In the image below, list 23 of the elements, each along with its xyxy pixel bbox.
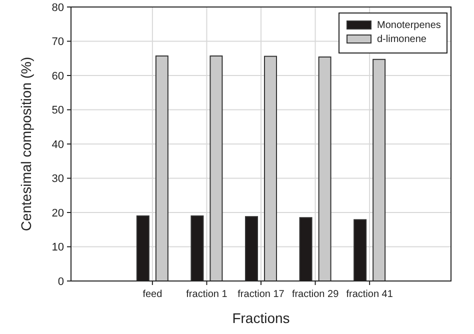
x-tick-label: fraction 41 <box>346 289 394 300</box>
bar <box>318 56 332 282</box>
y-tick-label: 40 <box>52 138 64 151</box>
y-tick-label: 10 <box>52 242 64 254</box>
y-tick-label: 80 <box>52 2 64 14</box>
y-tick-label: 0 <box>58 276 64 288</box>
x-axis-title: Fractions <box>232 310 290 326</box>
y-tick-label: 50 <box>52 104 64 117</box>
legend-label: d-limonene <box>377 34 427 45</box>
legend-label: Monoterpenes <box>377 20 441 31</box>
y-tick-label: 60 <box>52 70 64 82</box>
x-tick-label: fraction 1 <box>186 289 228 300</box>
bar <box>155 55 168 282</box>
x-tick-label: fraction 17 <box>238 289 285 300</box>
bar <box>264 56 277 282</box>
bar <box>210 55 223 282</box>
y-tick-label: 70 <box>52 36 64 48</box>
y-tick-label: 20 <box>52 207 64 220</box>
bar <box>372 58 386 282</box>
x-tick-label: fraction 29 <box>292 289 340 300</box>
y-axis-title: Centesimal composition (%) <box>18 56 34 232</box>
y-tick-label: 30 <box>52 173 64 186</box>
x-tick-label: feed <box>142 289 162 300</box>
